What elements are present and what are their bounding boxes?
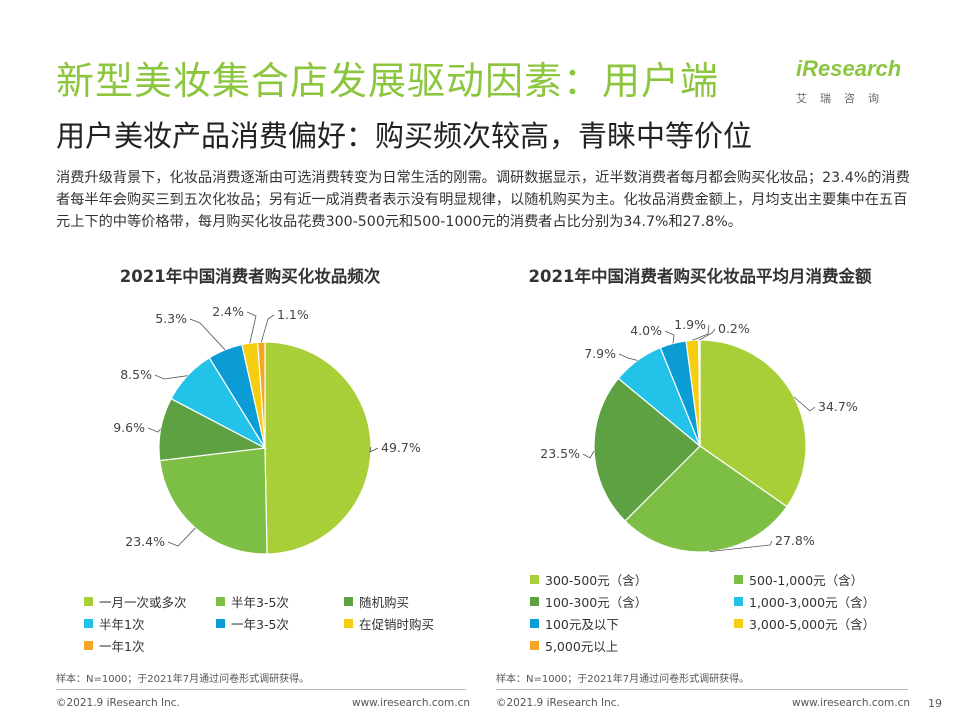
legend1-item-2: 半年3-5次 (216, 592, 289, 611)
pie2-value-label-1: 34.7% (818, 399, 858, 414)
legend-label: 在促销时购买 (359, 617, 435, 632)
legend2-item-1: 300-500元（含） (530, 570, 647, 589)
pie2-value-label-4: 7.9% (584, 346, 616, 361)
legend2-item-2: 500-1,000元（含） (734, 570, 863, 589)
pie1-value-label-3: 9.6% (113, 420, 145, 435)
legend-label: 一年1次 (99, 639, 145, 654)
legend-swatch (216, 619, 225, 628)
footer-url-right[interactable]: www.iresearch.com.cn (792, 697, 911, 709)
footer-copyright-right: ©2021.9 iResearch Inc. (496, 697, 620, 709)
legend-label: 100元及以下 (545, 617, 619, 632)
pie1-leader-5 (189, 318, 226, 351)
legend-swatch (84, 597, 93, 606)
pie2-leader-1 (793, 396, 816, 412)
pie1-value-label-2: 23.4% (125, 534, 165, 549)
legend-swatch (530, 597, 539, 606)
legend-label: 1,000-3,000元（含） (749, 595, 876, 610)
legend1-item-3: 随机购买 (344, 592, 409, 611)
pie2-value-label-5: 4.0% (630, 323, 662, 338)
legend-swatch (216, 597, 225, 606)
legend-swatch (344, 619, 353, 628)
legend-swatch (734, 597, 743, 606)
legend1-item-6: 在促销时购买 (344, 614, 434, 633)
legend-label: 半年3-5次 (231, 595, 289, 610)
pie2-leader-5 (664, 330, 675, 344)
pie1-value-label-1: 49.7% (381, 440, 421, 455)
pie2-leader-4 (618, 353, 638, 361)
legend-swatch (84, 619, 93, 628)
sample-note-right: 样本：N=1000；于2021年7月通过问卷形式调研获得。 (496, 674, 750, 685)
legend-label: 5,000元以上 (545, 639, 619, 654)
legend1-item-4: 半年1次 (84, 614, 144, 633)
legend1-item-5: 一年3-5次 (216, 614, 289, 633)
pie2-value-label-2: 27.8% (775, 533, 815, 548)
page-number: 19 (928, 697, 942, 710)
pie2-value-label-6: 1.9% (674, 317, 706, 332)
sample-note-left: 样本：N=1000；于2021年7月通过问卷形式调研获得。 (56, 674, 310, 685)
intro-paragraph: 消费升级背景下，化妆品消费逐渐由可选消费转变为日常生活的刚需。调研数据显示，近半… (56, 170, 910, 230)
pie2-leader-2 (709, 540, 773, 552)
page-subtitle: 用户美妆产品消费偏好：购买频次较高，青睐中等价位 (56, 119, 753, 153)
legend-label: 一月一次或多次 (99, 595, 187, 610)
pie2-leader-7 (699, 328, 716, 341)
page-title: 新型美妆集合店发展驱动因素：用户端 (56, 59, 720, 103)
legend-swatch (84, 641, 93, 650)
pie1-leader-2 (167, 527, 196, 547)
legend-swatch (734, 619, 743, 628)
legend-swatch (530, 575, 539, 584)
legend-swatch (530, 619, 539, 628)
pie1-leader-1 (369, 446, 379, 453)
pie1-slice-2 (159, 447, 268, 555)
footer-url-left[interactable]: www.iresearch.com.cn (352, 697, 471, 709)
pie1-value-label-7: 1.1% (277, 307, 309, 322)
legend2-item-4: 1,000-3,000元（含） (734, 592, 875, 611)
pie1-leader-4 (154, 374, 188, 380)
legend-label: 一年3-5次 (231, 617, 289, 632)
legend1-item-7: 一年1次 (84, 636, 144, 655)
pie1-leader-3 (147, 427, 162, 433)
legend-label: 3,000-5,000元（含） (749, 617, 876, 632)
legend-label: 500-1,000元（含） (749, 573, 864, 588)
pie2-leader-6 (692, 324, 710, 341)
legend-swatch (734, 575, 743, 584)
footer-copyright-left: ©2021.9 iResearch Inc. (56, 697, 180, 709)
pie1-leader-7 (260, 314, 275, 343)
pie2-slice-3 (593, 377, 701, 522)
legend-swatch (344, 597, 353, 606)
legend-label: 300-500元（含） (545, 573, 648, 588)
legend-label: 半年1次 (99, 617, 145, 632)
pie1-leader-6 (246, 311, 257, 344)
logo-wordmark: iResearch (796, 56, 902, 81)
legend-label: 100-300元（含） (545, 595, 648, 610)
footer-divider-left (56, 689, 466, 690)
legend-swatch (530, 641, 539, 650)
legend1-item-1: 一月一次或多次 (84, 592, 187, 611)
pie1-slice-1 (264, 341, 372, 555)
chart-title-frequency: 2021年中国消费者购买化妆品频次 (119, 267, 381, 286)
chart-title-spending: 2021年中国消费者购买化妆品平均月消费金额 (528, 267, 872, 286)
pie1-value-label-4: 8.5% (120, 367, 152, 382)
logo-chinese: 艾瑞咨询 (796, 92, 892, 105)
legend2-item-3: 100-300元（含） (530, 592, 647, 611)
pie1-value-label-5: 5.3% (155, 311, 187, 326)
legend2-item-6: 3,000-5,000元（含） (734, 614, 875, 633)
legend2-item-7: 5,000元以上 (530, 636, 618, 655)
legend-label: 随机购买 (359, 595, 410, 610)
iresearch-logo: iResearch 艾瑞咨询 (796, 56, 908, 106)
legend2-item-5: 100元及以下 (530, 614, 619, 633)
footer-divider-right (496, 689, 908, 690)
pie2-slice-1 (699, 339, 807, 508)
pie2-leader-3 (582, 450, 595, 459)
pie2-value-label-7: 0.2% (718, 321, 750, 336)
pie2-value-label-3: 23.5% (540, 446, 580, 461)
pie1-value-label-6: 2.4% (212, 304, 244, 319)
